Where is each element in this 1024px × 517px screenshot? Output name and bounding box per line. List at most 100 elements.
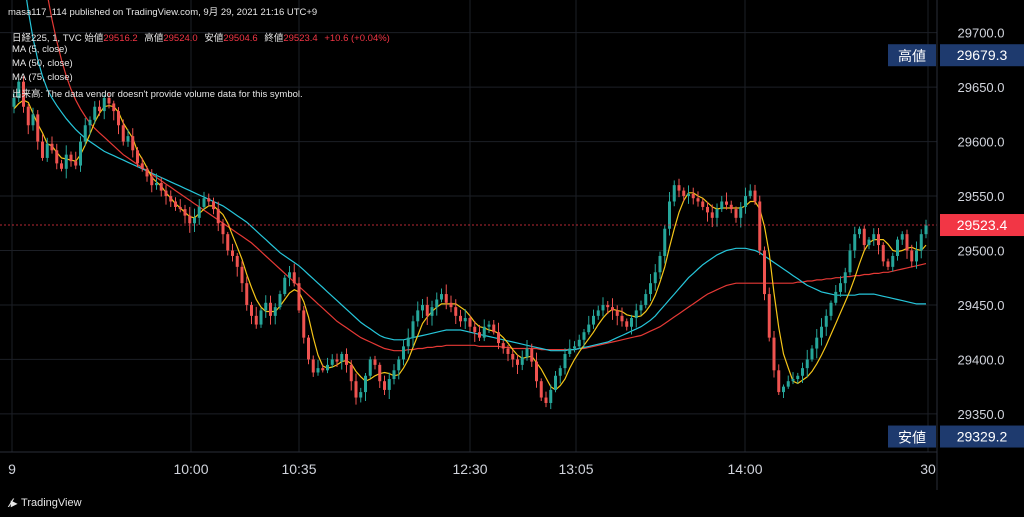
price-axis[interactable]: 29700.0 29650.0 29600.0 29550.0 29500.0 29450… (958, 26, 1005, 422)
candle-body (207, 198, 211, 202)
ma50-label: MA (50, close) (12, 58, 73, 69)
last-price-tag-value: 29523.4 (957, 217, 1008, 233)
candle-body (402, 346, 405, 360)
candle-body (734, 209, 738, 218)
candle-body (634, 310, 638, 319)
candle-body (136, 150, 139, 164)
low-label: 安値 (204, 33, 224, 44)
time-tick-label: 12:30 (452, 461, 487, 477)
ma75-line (47, 0, 927, 352)
low-label-tag-bg (888, 425, 936, 448)
tradingview-icon: ⁄▸ (10, 496, 17, 510)
candle-body (739, 206, 743, 218)
candle-body (264, 302, 268, 311)
candle-body (197, 206, 201, 218)
candle-body (221, 223, 225, 235)
candle-body (150, 176, 154, 186)
candle-body (178, 206, 182, 210)
legend-ma50[interactable]: MA (50, close) (12, 58, 73, 69)
candle-body (753, 190, 757, 202)
last-price-tag-bg (940, 214, 1024, 237)
candle-body (919, 234, 923, 251)
candle-body (131, 136, 135, 151)
candle-body (915, 250, 918, 262)
candle-body (349, 364, 353, 382)
close-label: 終値 (264, 33, 284, 44)
ma75-label: MA (75, close) (12, 72, 73, 83)
candle-body (782, 386, 785, 393)
candle-body (397, 359, 401, 371)
candle-body (311, 359, 315, 373)
candle-body (235, 255, 239, 267)
candle-body (891, 255, 895, 267)
price-tick-label: 29500.0 (958, 244, 1005, 259)
candle-body (497, 332, 500, 344)
candle-body (326, 364, 329, 371)
candle-body (682, 190, 686, 197)
candle-body (216, 209, 220, 224)
candle-body (848, 250, 852, 273)
candle-body (121, 125, 125, 142)
candle-body (668, 201, 671, 229)
candle-body (729, 204, 733, 210)
candle-body (169, 196, 173, 202)
candle-body (511, 353, 515, 360)
candle-body (687, 193, 690, 197)
candle-body (801, 368, 804, 376)
candle-body (155, 182, 158, 186)
high-value: 29524.0 (163, 33, 198, 44)
candle-body (321, 368, 325, 371)
high-price-tag-bg (940, 44, 1024, 67)
tradingview-logo[interactable]: ⁄▸ TradingView (10, 496, 82, 510)
candle-body (900, 234, 904, 240)
candle-body (839, 283, 842, 292)
candle-body (872, 234, 876, 240)
candle-body (506, 348, 510, 354)
candle-body (183, 209, 187, 216)
candle-body (492, 324, 496, 333)
candle-body (530, 348, 534, 362)
candle-body (454, 307, 458, 316)
candle-body (630, 318, 633, 327)
candle-body (843, 272, 847, 284)
candle-body (74, 161, 78, 166)
candle-body (558, 368, 562, 376)
price-tick-label: 29450.0 (958, 298, 1005, 313)
candle-body (55, 150, 59, 164)
candle-body (582, 332, 586, 340)
candle-body (330, 359, 334, 365)
candle-body (853, 234, 857, 251)
candle-body (88, 119, 92, 126)
candle-body (273, 307, 277, 316)
candle-body (250, 304, 253, 316)
symbol-label[interactable]: 日経225, 1, TVC (12, 33, 82, 44)
time-axis[interactable]: 9 10:00 10:35 12:30 13:05 14:00 30 (8, 461, 936, 477)
high-label-tag: 高値 (898, 48, 926, 65)
candle-body (259, 310, 263, 325)
candle-body (710, 212, 714, 218)
candle-body (516, 359, 519, 365)
candle-body (554, 375, 557, 390)
candle-body (744, 196, 747, 207)
candle-body (577, 339, 581, 347)
legend-ma75[interactable]: MA (75, close) (12, 72, 73, 83)
candle-body (378, 364, 382, 382)
candle-body (107, 98, 111, 104)
candle-body (112, 103, 116, 112)
candle-body (596, 310, 600, 316)
candle-body (772, 337, 776, 371)
legend-ma5[interactable]: MA (5, close) (12, 44, 67, 55)
close-value: 29523.4 (283, 33, 318, 44)
candle-body (777, 370, 781, 393)
publisher-line: masa117_114 published on TradingView.com… (8, 4, 317, 18)
candle-body (881, 245, 885, 262)
candle-body (501, 343, 505, 349)
candle-body (563, 353, 567, 369)
candle-body (202, 198, 206, 207)
candle-body (587, 324, 591, 333)
candle-body (64, 154, 68, 169)
candle-body (867, 239, 871, 246)
